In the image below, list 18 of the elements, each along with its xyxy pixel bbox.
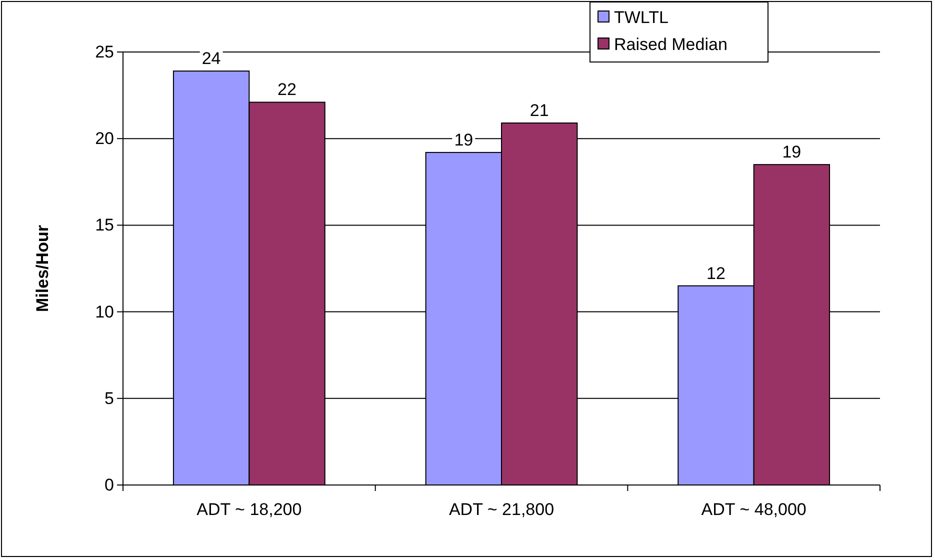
data-label: 19	[454, 130, 474, 150]
y-axis-title: Miles/Hour	[33, 224, 52, 312]
x-tick-label: ADT ~ 48,000	[701, 500, 806, 520]
x-tick-label: ADT ~ 21,800	[448, 500, 554, 520]
y-tick-label: 5	[104, 388, 114, 408]
data-label: 12	[706, 264, 726, 283]
legend-label: Raised Median	[614, 35, 728, 54]
y-tick-label: 15	[95, 216, 114, 235]
data-label: 24	[202, 49, 221, 68]
y-tick-label: 25	[95, 42, 114, 62]
data-label: 19	[782, 142, 802, 162]
y-tick-label: 20	[95, 129, 114, 148]
data-label: 22	[278, 80, 296, 100]
data-label: 21	[530, 101, 549, 120]
x-tick-label: ADT ~ 18,200	[196, 500, 302, 520]
y-tick-label: 0	[104, 475, 114, 494]
legend-label: TWLTL	[614, 8, 668, 27]
y-tick-label: 10	[95, 302, 114, 322]
